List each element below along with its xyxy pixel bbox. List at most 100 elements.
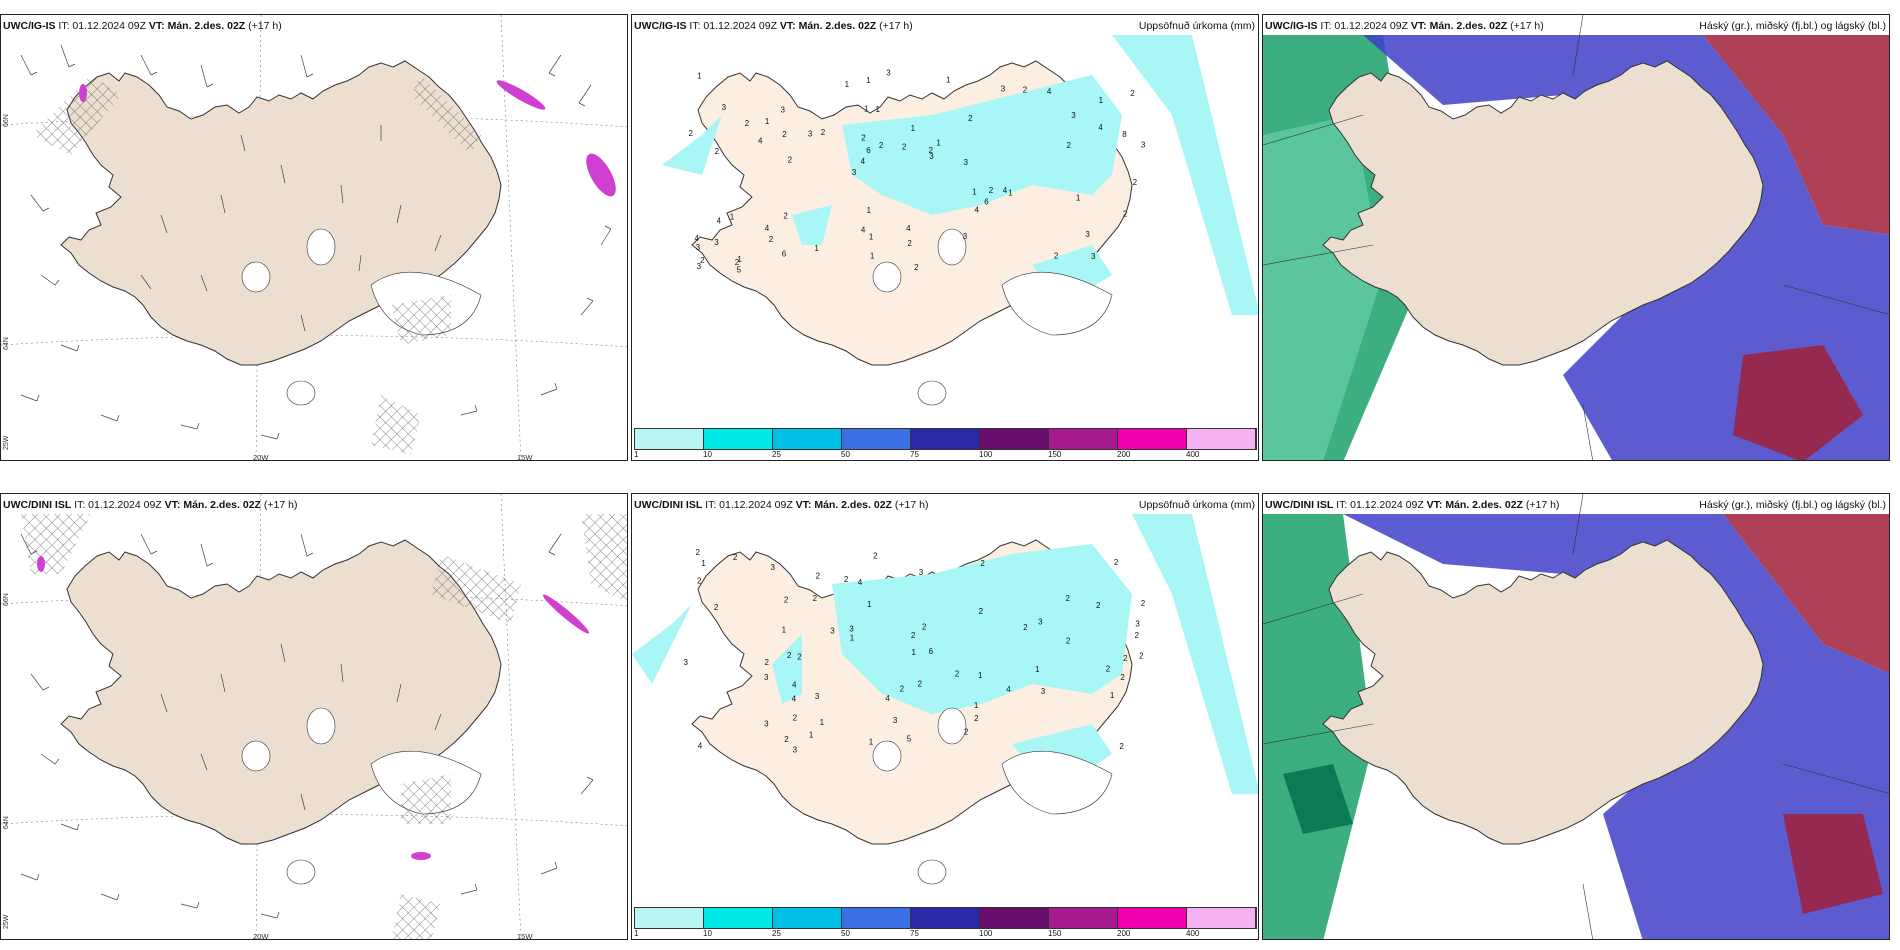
panel-title: UWC/DINI ISL IT: 01.12.2024 09Z VT: Mán.… bbox=[1265, 499, 1559, 511]
precip-value: 2 bbox=[1106, 664, 1111, 673]
precip-value: 3 bbox=[781, 105, 786, 114]
precip-value: 5 bbox=[737, 266, 742, 275]
precip-value: 2 bbox=[813, 594, 818, 603]
precip-value: 3 bbox=[1091, 252, 1096, 261]
colorbar bbox=[634, 907, 1257, 929]
panel-title: UWC/IG-IS IT: 01.12.2024 09Z VT: Mán. 2.… bbox=[1265, 20, 1544, 32]
lat-label-66: 66N bbox=[3, 593, 10, 606]
precip-value: 3 bbox=[849, 624, 854, 633]
precip-value: 1 bbox=[867, 600, 872, 609]
precip-value: 2 bbox=[1133, 178, 1138, 187]
colorbar-label: 25 bbox=[772, 929, 781, 938]
valid-time: VT: Mán. 2.des. 02Z bbox=[148, 20, 246, 32]
cloud-title: Háský (gr.), miðský (fj.bl.) og lágský (… bbox=[1699, 20, 1886, 32]
colorbar-label: 400 bbox=[1186, 450, 1200, 459]
precip-value: 4 bbox=[861, 226, 866, 235]
precip-value: 4 bbox=[717, 217, 722, 226]
colorbar-bin bbox=[842, 908, 911, 928]
precip-value: 4 bbox=[758, 137, 763, 146]
colorbar bbox=[634, 428, 1257, 450]
precip-value: 2 bbox=[900, 684, 905, 693]
precip-value: 2 bbox=[788, 156, 793, 165]
precip-value: 3 bbox=[964, 158, 969, 167]
precip-value: 8 bbox=[1122, 130, 1127, 139]
precip-value: 4 bbox=[695, 234, 700, 243]
colorbar-bin bbox=[1187, 429, 1256, 449]
precip-value: 1 bbox=[867, 206, 872, 215]
precip-value: 4 bbox=[861, 157, 866, 166]
precip-value: 2 bbox=[980, 559, 985, 568]
colorbar-label: 10 bbox=[703, 450, 712, 459]
precip-value-labels: 1232214344463323432333122243122222113122… bbox=[684, 548, 1146, 754]
valid-time: VT: Mán. 2.des. 02Z bbox=[795, 499, 892, 511]
precip-value: 2 bbox=[922, 622, 927, 631]
precip-value: 3 bbox=[697, 262, 702, 271]
model-name: UWC/DINI ISL bbox=[1265, 499, 1334, 511]
precip-value: 2 bbox=[1023, 623, 1028, 632]
precip-value: 1 bbox=[697, 72, 702, 81]
colorbar-label: 200 bbox=[1117, 450, 1131, 459]
colorbar-label: 1 bbox=[634, 929, 639, 938]
precip-value: 3 bbox=[722, 103, 727, 112]
precip-value: 3 bbox=[815, 692, 820, 701]
precip-value: 2 bbox=[929, 146, 934, 155]
init-time: IT: 01.12.2024 09Z bbox=[705, 499, 793, 511]
precip-value: 3 bbox=[1038, 618, 1043, 627]
colorbar-bin bbox=[1118, 908, 1187, 928]
valid-time: VT: Mán. 2.des. 02Z bbox=[779, 20, 877, 32]
init-time: IT: 01.12.2024 09Z bbox=[1320, 20, 1408, 32]
precip-value: 4 bbox=[1006, 685, 1011, 694]
colorbar-label: 50 bbox=[841, 450, 850, 459]
precip-value: 4 bbox=[885, 694, 890, 703]
precip-value: 4 bbox=[792, 681, 797, 690]
precip-value: 2 bbox=[793, 714, 798, 723]
precip-value: 2 bbox=[735, 258, 740, 267]
wind-map-top bbox=[1, 15, 627, 460]
lead-time: (+17 h) bbox=[263, 499, 298, 511]
lon-label-25w: 25W bbox=[3, 914, 10, 929]
precip-value: 3 bbox=[1071, 111, 1076, 120]
precip-value: 1 bbox=[814, 244, 819, 253]
precip-value: 1 bbox=[820, 718, 825, 727]
lat-label-64: 64N bbox=[3, 337, 10, 350]
model-name: UWC/IG-IS bbox=[3, 20, 56, 32]
precip-value: 3 bbox=[771, 563, 776, 572]
precip-value: 1 bbox=[1099, 96, 1104, 105]
precip-value: 3 bbox=[684, 658, 689, 667]
precip-value: 2 bbox=[911, 631, 916, 640]
init-time: IT: 01.12.2024 09Z bbox=[58, 20, 146, 32]
colorbar-bin bbox=[704, 429, 773, 449]
precip-value: 1 bbox=[936, 138, 941, 147]
lead-time: (+17 h) bbox=[879, 20, 913, 32]
precip-value: 4 bbox=[858, 578, 863, 587]
precip-value: 3 bbox=[1085, 230, 1090, 239]
precip-value: 3 bbox=[696, 243, 701, 252]
lead-time: (+17 h) bbox=[1510, 20, 1544, 32]
colorbar-bin bbox=[1049, 908, 1118, 928]
precip-value: 2 bbox=[861, 133, 866, 142]
lat-label-64: 64N bbox=[3, 816, 10, 829]
valid-time: VT: Mán. 2.des. 02Z bbox=[1426, 499, 1523, 511]
colorbar-bin bbox=[1049, 429, 1118, 449]
colorbar-bin bbox=[635, 429, 704, 449]
lon-label-20w: 20W bbox=[253, 932, 269, 940]
precip-value: 1 bbox=[972, 187, 977, 196]
precip-value: 2 bbox=[989, 186, 994, 195]
cloud-map-top bbox=[1263, 15, 1889, 460]
colorbar-labels: 1 10 25 50 75 100 150 200 400 bbox=[634, 450, 1258, 460]
colorbar-bin bbox=[911, 429, 980, 449]
precip-value-labels: 3213211112321113131444633223423446822134… bbox=[689, 68, 1146, 274]
precip-value: 2 bbox=[765, 658, 770, 667]
colorbar-bin bbox=[773, 429, 842, 449]
precip-value: 3 bbox=[852, 168, 857, 177]
colorbar-bin bbox=[704, 908, 773, 928]
precip-value: 1 bbox=[765, 117, 770, 126]
precip-title: Uppsöfnuð úrkoma (mm) bbox=[1138, 20, 1255, 32]
precip-value: 1 bbox=[730, 213, 735, 222]
precip-value: 3 bbox=[793, 745, 798, 754]
precip-value: 3 bbox=[919, 568, 924, 577]
precip-value: 1 bbox=[978, 671, 983, 680]
precip-value: 3 bbox=[886, 68, 891, 77]
precip-value: 3 bbox=[714, 238, 719, 247]
